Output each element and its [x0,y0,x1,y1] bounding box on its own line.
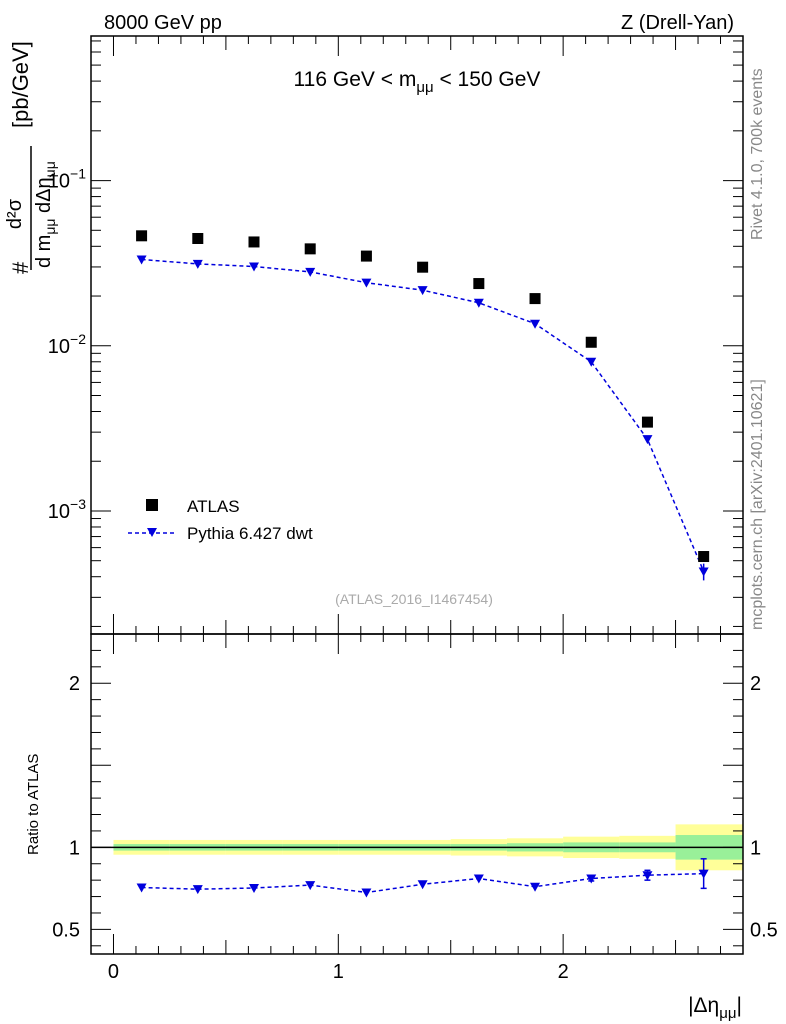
atlas-point [641,416,653,428]
main-y-tick-label: 10−3 [48,496,86,523]
pythia-point [136,255,147,265]
ratio-point [530,882,541,892]
y-label-den-sub1: μμ [42,219,58,235]
legend: ATLAS Pythia 6.427 dwt [128,497,313,543]
ratio-frame [90,633,744,955]
x-tick-label: 0 [108,961,119,983]
y-label-denominator: d mμμ dΔημμ [33,161,58,268]
legend-marker-pythia [147,528,157,537]
pythia-point [417,286,428,296]
main-y-axis-label: # d²σ d mμμ dΔημμ [pb/GeV] [4,41,58,274]
atlas-point [473,278,485,290]
x-tick-label: 2 [558,961,569,983]
main-frame [90,35,744,635]
pythia-point [192,259,203,269]
title-sub: μμ [416,79,433,96]
y-label-numerator: d²σ [4,198,26,229]
x-tick-labels: 0 1 2 [108,961,569,983]
pythia-point [530,319,541,329]
ratio-y-tick-label-right: 0.5 [750,919,778,941]
rivet-label: Rivet 4.1.0, 700k events [749,68,766,240]
main-y-tick-labels: 10−110−210−3 [48,166,86,523]
y-label-unit: [pb/GeV] [8,41,33,128]
atlas-point [529,293,541,305]
y-label-den-sub2: μμ [42,161,58,177]
ratio-point [698,869,709,879]
atlas-point [304,243,316,255]
ratio-y-tick-label-right: 2 [750,673,761,695]
legend-label-atlas: ATLAS [187,497,240,516]
ratio-point [361,888,372,898]
pythia-point [698,567,709,577]
main-y-tick-label: 10−1 [48,166,86,193]
main-y-tick-exp: −2 [70,331,86,347]
ratio-point [417,880,428,890]
y-label-den-m: d m [33,235,55,268]
main-title: 116 GeV < mμμ < 150 GeV [294,68,541,96]
ratio-panel: 0.5 0.5 1 1 2 2 0 1 2 Ratio to ATLAS |Δημμ| [25,633,778,1022]
ratio-y-tick-labels: 0.5 0.5 1 1 2 2 [52,673,778,941]
pythia-point [473,298,484,308]
y-label-den-mid: dΔη [33,177,55,218]
main-y-tick-exp: −3 [70,496,86,512]
header-right: Z (Drell-Yan) [621,12,734,34]
ratio-point [473,874,484,884]
ratio-y-tick-label-right: 1 [750,837,761,859]
pythia-point [361,278,372,288]
atlas-point [248,236,260,248]
main-points [136,230,710,581]
atlas-point [698,551,710,563]
main-y-tick-base: 10 [48,171,70,193]
ratio-y-tick-label-left: 2 [69,673,80,695]
main-y-tick-base: 10 [48,501,70,523]
ratio-point [192,885,203,895]
x-label-sub: μμ [719,1005,736,1022]
ratio-point [305,881,316,891]
y-label-hash: # [8,261,33,274]
main-panel: 10−110−210−3 116 GeV < mμμ < 150 GeV (AT… [48,35,744,635]
header-left: 8000 GeV pp [104,12,222,34]
mcplots-label: mcplots.cern.ch [arXiv:2401.10621] [749,379,766,630]
x-tick-label: 1 [333,961,344,983]
pythia-point [642,435,653,445]
ratio-y-axis-label: Ratio to ATLAS [25,754,42,855]
pythia-point [249,262,259,272]
title-tail: < 150 GeV [434,68,541,91]
atlas-point [417,261,429,273]
main-y-tick-base: 10 [48,336,70,358]
legend-label-pythia: Pythia 6.427 dwt [187,524,313,543]
main-y-tick-label: 10−2 [48,331,86,358]
ratio-ticks [91,633,743,954]
analysis-watermark: (ATLAS_2016_I1467454) [335,591,493,607]
ratio-point [586,874,597,884]
ratio-point [249,884,259,894]
ratio-y-tick-label-left: 0.5 [52,919,80,941]
ratio-y-tick-label-left: 1 [69,837,80,859]
x-axis-label: |Δημμ| [688,994,742,1022]
atlas-point [192,232,204,244]
atlas-point [585,336,597,348]
main-ticks [91,36,743,634]
x-label-tail: | [737,994,742,1017]
pythia-point [305,267,316,277]
atlas-point [360,250,372,262]
ratio-point [136,883,147,893]
x-label-base: |Δη [688,994,719,1017]
main-y-tick-exp: −1 [70,166,86,182]
pythia-point [586,357,597,367]
legend-marker-atlas [146,499,158,511]
ratio-points [136,858,709,898]
ratio-point [642,871,653,881]
atlas-point [136,230,148,242]
title-head: 116 GeV < m [294,68,417,91]
